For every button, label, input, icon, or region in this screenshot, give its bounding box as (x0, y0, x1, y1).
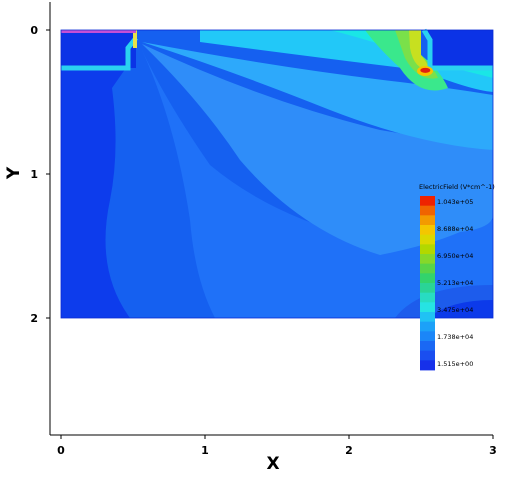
trench-left (61, 30, 136, 68)
colorbar-swatch (420, 350, 435, 361)
colorbar-swatch (420, 196, 435, 207)
colorbar-tick-label: 1.738e+04 (437, 333, 473, 341)
colorbar-swatch (420, 312, 435, 323)
low-field-core-bottom-right (428, 300, 493, 318)
colorbar-swatch (420, 331, 435, 342)
contour-band-7 (409, 30, 430, 70)
colorbar-swatch (420, 360, 435, 371)
colorbar-tick-label: 5.213e+04 (437, 279, 473, 287)
colorbar-swatch (420, 302, 435, 313)
y-tick-label: 2 (30, 312, 38, 325)
low-field-region-left (61, 30, 135, 318)
trench-left-corner (133, 30, 137, 48)
colorbar-swatch (420, 215, 435, 226)
colorbar-swatch (420, 341, 435, 352)
colorbar-tick-label: 1.515e+00 (437, 360, 473, 368)
colorbar: ElectricField (V*cm^-1) 1.043e+05 8.688e+… (419, 183, 495, 371)
colorbar-swatch (420, 321, 435, 332)
colorbar-tick-label: 1.043e+05 (437, 198, 473, 206)
surface-strip (61, 30, 136, 33)
colorbar-tick-label: 8.688e+04 (437, 225, 473, 233)
colorbar-swatch (420, 292, 435, 303)
trench-right (428, 30, 493, 66)
peak-field-spot (420, 67, 431, 73)
x-axis-label: X (266, 454, 279, 474)
colorbar-swatch (420, 205, 435, 216)
colorbar-swatch (420, 234, 435, 245)
y-tick-label: 1 (30, 168, 38, 181)
colorbar-swatch (420, 244, 435, 255)
colorbar-swatch (420, 273, 435, 284)
field-layers (60, 28, 494, 319)
plot-area (60, 28, 494, 319)
trench-left-edge (61, 36, 138, 71)
x-tick-label: 2 (345, 444, 353, 457)
y-tick-label: 0 (30, 24, 38, 37)
colorbar-swatch (420, 254, 435, 265)
colorbar-swatch (420, 263, 435, 274)
x-axis: 0 1 2 3 X (50, 434, 497, 474)
x-tick-label: 3 (489, 444, 497, 457)
x-tick-label: 0 (57, 444, 65, 457)
colorbar-swatch (420, 225, 435, 236)
x-tick-label: 1 (201, 444, 209, 457)
contour-band-2 (142, 42, 493, 150)
colorbar-tick-label: 3.475e+04 (437, 306, 473, 314)
colorbar-title: ElectricField (V*cm^-1) (419, 183, 495, 191)
mid-field-band (140, 46, 493, 318)
contour-band-1 (142, 44, 493, 255)
field-map-border (60, 29, 494, 319)
y-axis: 0 1 2 Y (4, 2, 51, 435)
y-axis-label: Y (4, 166, 24, 180)
colorbar-tick-label: 6.950e+04 (437, 252, 473, 260)
trench-right-edge (421, 28, 493, 71)
colorbar-swatch (420, 283, 435, 294)
